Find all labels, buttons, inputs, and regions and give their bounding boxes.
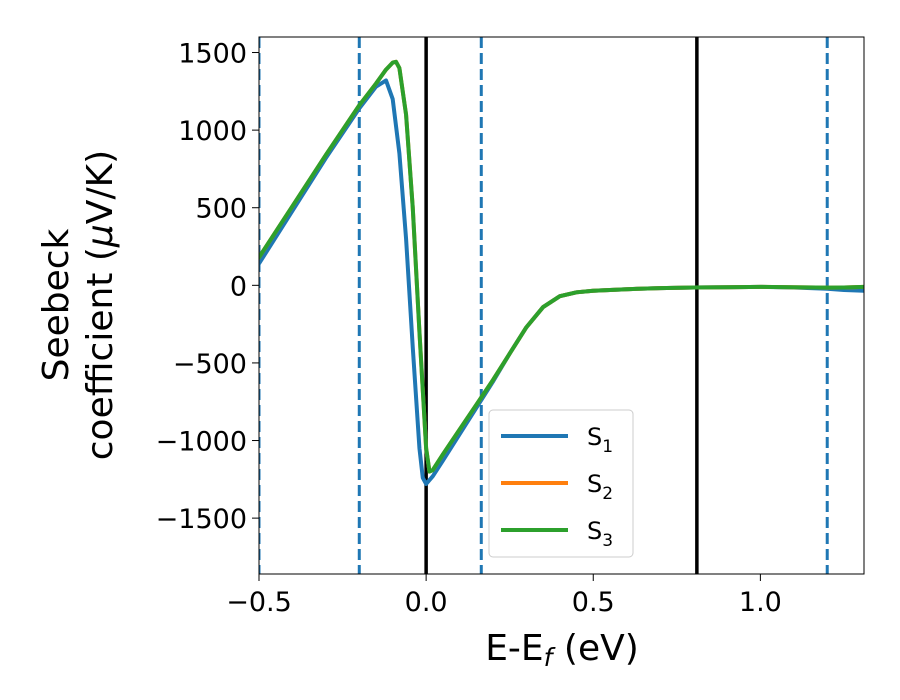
x-tick-label: 0.0 <box>405 587 448 618</box>
y-axis-label-line2: coefficient (μV/K) <box>80 150 121 460</box>
x-axis-label: E-Ef (eV) <box>485 628 639 672</box>
y-tick-label: 1000 <box>178 116 247 147</box>
legend-label-s3: S3 <box>587 517 613 551</box>
x-tick-label: −0.5 <box>226 587 292 618</box>
y-tick-label: 1500 <box>178 39 247 70</box>
legend: S1 S2 S3 <box>488 409 634 558</box>
y-axis-label: Seebeck coefficient (μV/K) <box>36 150 121 460</box>
series-lines <box>259 59 864 486</box>
x-axis-label-main: E-E <box>485 628 543 669</box>
mu-symbol: μ <box>80 224 121 248</box>
legend-label-s2: S2 <box>587 470 613 504</box>
y-tick-label: −500 <box>173 349 247 380</box>
y-tick-label: −1500 <box>156 504 247 535</box>
legend-label-s1: S1 <box>587 423 613 457</box>
y-tick-label: −1000 <box>156 427 247 458</box>
x-tick-label: 0.5 <box>572 587 615 618</box>
series-line-s3 <box>259 59 864 474</box>
x-axis-label-unit: (eV) <box>552 628 638 669</box>
y-tick-label: 500 <box>195 194 247 225</box>
x-tick-label: 1.0 <box>739 587 782 618</box>
y-axis-ticks: 1500 1000 500 0 −500 −1000 −1500 <box>156 39 259 535</box>
y-tick-label: 0 <box>230 271 247 302</box>
y-axis-label-line1: Seebeck <box>36 228 77 381</box>
plot-frame <box>258 36 865 575</box>
x-axis-ticks: −0.5 0.0 0.5 1.0 <box>226 574 782 618</box>
